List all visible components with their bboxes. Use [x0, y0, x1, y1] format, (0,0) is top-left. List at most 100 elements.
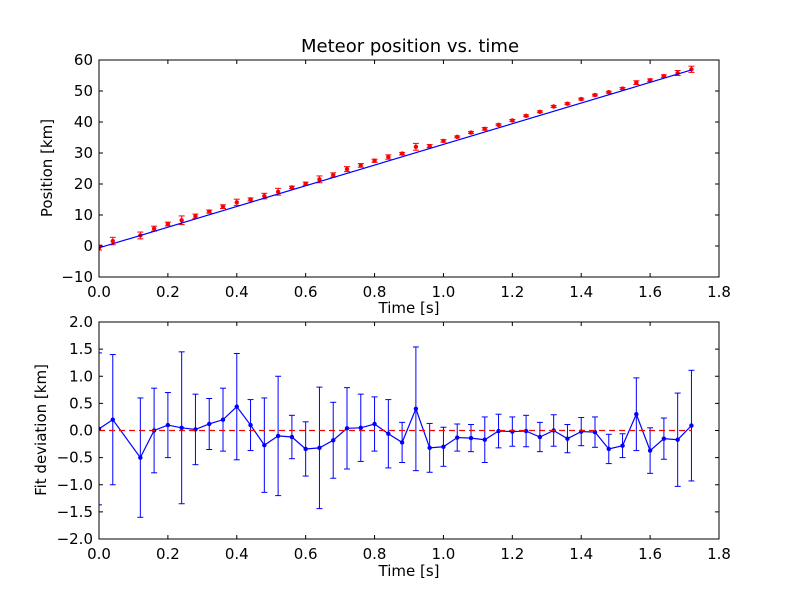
- deviation-plot-data-point: [468, 435, 474, 441]
- deviation-plot-data-point: [220, 417, 226, 422]
- position-plot-xtick-label: 1.4: [569, 283, 593, 301]
- deviation-plot-ytick-label: −1.0: [57, 476, 93, 494]
- deviation-plot-data-point: [634, 412, 639, 417]
- position-plot-xtick-label: 0.4: [225, 283, 249, 301]
- position-plot-data-point: [427, 143, 432, 149]
- position-plot-frame: [98, 59, 720, 278]
- deviation-plot-data-point: [275, 433, 281, 439]
- deviation-plot-data-point: [303, 446, 308, 452]
- position-plot-data-point: [331, 172, 336, 178]
- position-plot-data-point: [193, 214, 198, 219]
- deviation-plot-ylabel: Fit deviation [km]: [32, 364, 50, 496]
- deviation-plot-data-point: [331, 438, 336, 443]
- deviation-plot-xtick-label: 1.4: [569, 545, 593, 563]
- position-plot-data-point: [523, 113, 529, 119]
- position-plot-data-point: [386, 154, 391, 160]
- position-plot-data-point: [537, 109, 543, 114]
- deviation-plot-data-point: [289, 434, 295, 440]
- deviation-plot-data-point: [248, 422, 253, 428]
- position-plot-data-point: [468, 130, 474, 135]
- deviation-plot-data-point: [344, 426, 350, 431]
- deviation-plot-data-point: [427, 445, 432, 451]
- position-plot-data-point: [606, 90, 611, 95]
- deviation-plot-data-point: [523, 428, 529, 434]
- deviation-plot-data-point: [661, 436, 667, 441]
- deviation-plot-xlabel: Time [s]: [378, 562, 440, 580]
- deviation-plot-data-point: [386, 431, 391, 436]
- deviation-plot-data-point: [372, 421, 377, 427]
- deviation-plot-data-point: [620, 443, 625, 448]
- deviation-plot-xtick-label: 1.2: [500, 545, 524, 563]
- deviation-plot-data-point: [689, 423, 694, 428]
- position-plot-data-point: [399, 151, 405, 156]
- position-plot-xtick-label: 0.8: [363, 283, 387, 301]
- deviation-plot-data-point: [358, 425, 363, 430]
- deviation-plot-xtick-label: 0.8: [363, 545, 387, 563]
- deviation-plot-ytick-label: 0.5: [69, 394, 93, 412]
- deviation-plot-data-point: [455, 435, 460, 440]
- deviation-plot-ytick-label: −2.0: [57, 530, 93, 548]
- deviation-plot-xtick-label: 1.8: [707, 545, 731, 563]
- deviation-plot-data-point: [207, 421, 212, 427]
- position-plot-ticks: 0.0 0.2 0.4 0.6 0.8 1.0 1.2 1.4 1.6 1.8 −10 0 10 20 30…: [61, 51, 731, 301]
- position-plot-data-point: [207, 209, 212, 214]
- position-plot-xtick-label: 1.0: [432, 283, 456, 301]
- position-plot-data-point: [634, 80, 639, 85]
- position-plot-data-point: [413, 144, 419, 149]
- deviation-plot-ytick-label: 1.5: [69, 340, 93, 358]
- position-plot: Meteor position vs. time 0.0 0.2 0.4 0.6 0.8…: [38, 36, 731, 317]
- deviation-plot-xtick-label: 1.6: [638, 545, 662, 563]
- position-plot-data-point: [262, 193, 267, 199]
- position-plot-data-point: [317, 177, 322, 182]
- position-plot-data-point: [179, 218, 184, 223]
- position-plot-ytick-label: −10: [61, 268, 93, 286]
- position-plot-data-point: [551, 104, 556, 109]
- deviation-plot-data-point: [165, 422, 171, 428]
- deviation-plot-data-point: [317, 445, 322, 451]
- position-plot-fit-line: [99, 69, 692, 249]
- position-plot-data-point: [661, 73, 667, 79]
- deviation-plot-data-point: [537, 434, 543, 440]
- position-plot-xlabel: Time [s]: [378, 299, 440, 317]
- position-plot-xtick-label: 1.8: [707, 283, 731, 301]
- position-plot-data-point: [592, 92, 598, 98]
- position-plot-data-point: [289, 185, 295, 190]
- deviation-plot-data-point: [482, 437, 487, 442]
- position-plot-data-point: [579, 96, 584, 102]
- position-plot-data-point: [234, 200, 239, 205]
- position-plot-area: [99, 60, 719, 277]
- deviation-plot-data-point: [413, 406, 419, 411]
- position-plot-ytick-label: 30: [74, 144, 93, 162]
- position-plot-ytick-label: 60: [74, 51, 93, 69]
- position-plot-data-point: [151, 226, 157, 231]
- position-plot-data-point: [372, 158, 377, 163]
- deviation-plot-data-point: [110, 417, 115, 422]
- position-plot-xtick-label: 1.6: [638, 283, 662, 301]
- position-plot-data-point: [165, 221, 171, 227]
- position-plot-data-point: [510, 118, 515, 123]
- deviation-plot-data-point: [399, 440, 405, 445]
- position-plot-ylabel: Position [km]: [38, 119, 56, 217]
- position-plot-ytick-label: 40: [74, 113, 93, 131]
- position-plot-data-point: [220, 204, 226, 209]
- position-plot-data-point: [441, 138, 446, 144]
- deviation-plot-data-point: [138, 455, 143, 460]
- position-plot-data-point: [110, 238, 115, 244]
- deviation-plot: 0.0 0.2 0.4 0.6 0.8 1.0 1.2 1.4 1.6 1.8 −2.0 −1.5 −1…: [32, 313, 731, 580]
- deviation-plot-data-point: [647, 448, 653, 453]
- deviation-plot-xtick-label: 0.0: [87, 545, 111, 563]
- deviation-plot-xtick-label: 0.4: [225, 545, 249, 563]
- position-plot-ytick-label: 10: [74, 206, 93, 224]
- position-plot-data-point: [496, 122, 501, 127]
- position-plot-data-point: [482, 126, 487, 132]
- deviation-plot-ytick-label: −1.5: [57, 503, 93, 521]
- deviation-plot-xtick-label: 0.6: [294, 545, 318, 563]
- deviation-plot-frame: [98, 321, 720, 540]
- deviation-plot-data-point: [234, 404, 239, 409]
- position-plot-data-point: [303, 181, 308, 186]
- position-plot-data-point: [358, 163, 363, 168]
- position-plot-xtick-label: 0.6: [294, 283, 318, 301]
- position-plot-data-point: [455, 134, 460, 140]
- deviation-plot-ytick-label: 2.0: [69, 313, 93, 331]
